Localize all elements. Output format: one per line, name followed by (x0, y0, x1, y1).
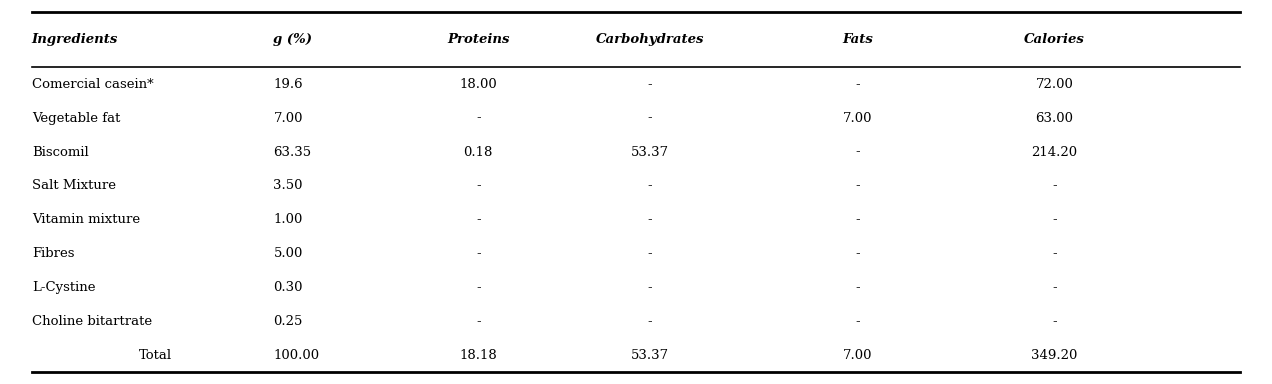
Text: -: - (1052, 315, 1057, 328)
Text: -: - (855, 179, 860, 192)
Text: -: - (476, 214, 481, 226)
Text: 72.00: 72.00 (1035, 78, 1074, 91)
Text: Vitamin mixture: Vitamin mixture (32, 214, 140, 226)
Text: 63.00: 63.00 (1035, 112, 1074, 124)
Text: -: - (1052, 281, 1057, 294)
Text: -: - (476, 179, 481, 192)
Text: Carbohydrates: Carbohydrates (595, 33, 705, 46)
Text: Comercial casein*: Comercial casein* (32, 78, 154, 91)
Text: 63.35: 63.35 (273, 146, 312, 159)
Text: -: - (647, 247, 653, 260)
Text: -: - (855, 247, 860, 260)
Text: 0.25: 0.25 (273, 315, 303, 328)
Text: Fibres: Fibres (32, 247, 74, 260)
Text: 18.00: 18.00 (459, 78, 497, 91)
Text: Total: Total (139, 349, 172, 362)
Text: Ingredients: Ingredients (32, 33, 118, 46)
Text: 0.18: 0.18 (463, 146, 494, 159)
Text: Salt Mixture: Salt Mixture (32, 179, 116, 192)
Text: -: - (855, 214, 860, 226)
Text: 7.00: 7.00 (273, 112, 303, 124)
Text: -: - (476, 112, 481, 124)
Text: -: - (647, 112, 653, 124)
Text: -: - (647, 315, 653, 328)
Text: Calories: Calories (1024, 33, 1085, 46)
Text: -: - (647, 179, 653, 192)
Text: -: - (855, 78, 860, 91)
Text: Vegetable fat: Vegetable fat (32, 112, 120, 124)
Text: 1.00: 1.00 (273, 214, 303, 226)
Text: -: - (476, 247, 481, 260)
Text: Biscomil: Biscomil (32, 146, 89, 159)
Text: 18.18: 18.18 (459, 349, 497, 362)
Text: 214.20: 214.20 (1032, 146, 1077, 159)
Text: Proteins: Proteins (446, 33, 510, 46)
Text: 349.20: 349.20 (1032, 349, 1077, 362)
Text: 7.00: 7.00 (842, 112, 873, 124)
Text: 53.37: 53.37 (631, 349, 669, 362)
Text: -: - (855, 281, 860, 294)
Text: -: - (1052, 179, 1057, 192)
Text: -: - (647, 78, 653, 91)
Text: -: - (855, 146, 860, 159)
Text: -: - (647, 214, 653, 226)
Text: 5.00: 5.00 (273, 247, 303, 260)
Text: 19.6: 19.6 (273, 78, 303, 91)
Text: -: - (1052, 247, 1057, 260)
Text: 3.50: 3.50 (273, 179, 303, 192)
Text: L-Cystine: L-Cystine (32, 281, 95, 294)
Text: -: - (1052, 214, 1057, 226)
Text: 7.00: 7.00 (842, 349, 873, 362)
Text: g (%): g (%) (273, 33, 313, 46)
Text: -: - (476, 281, 481, 294)
Text: -: - (647, 281, 653, 294)
Text: Choline bitartrate: Choline bitartrate (32, 315, 151, 328)
Text: -: - (855, 315, 860, 328)
Text: 53.37: 53.37 (631, 146, 669, 159)
Text: -: - (476, 315, 481, 328)
Text: 0.30: 0.30 (273, 281, 303, 294)
Text: 100.00: 100.00 (273, 349, 319, 362)
Text: Fats: Fats (842, 33, 873, 46)
